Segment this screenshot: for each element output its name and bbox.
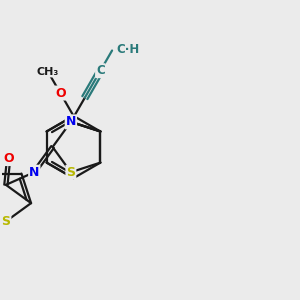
Text: C: C [96, 64, 105, 77]
Text: CH₃: CH₃ [37, 67, 59, 76]
Text: S: S [66, 166, 75, 179]
Text: N: N [66, 116, 76, 128]
Text: S: S [2, 215, 10, 228]
Text: O: O [55, 86, 66, 100]
Text: N: N [29, 166, 40, 179]
Text: O: O [3, 152, 14, 165]
Text: C·H: C·H [116, 43, 140, 56]
